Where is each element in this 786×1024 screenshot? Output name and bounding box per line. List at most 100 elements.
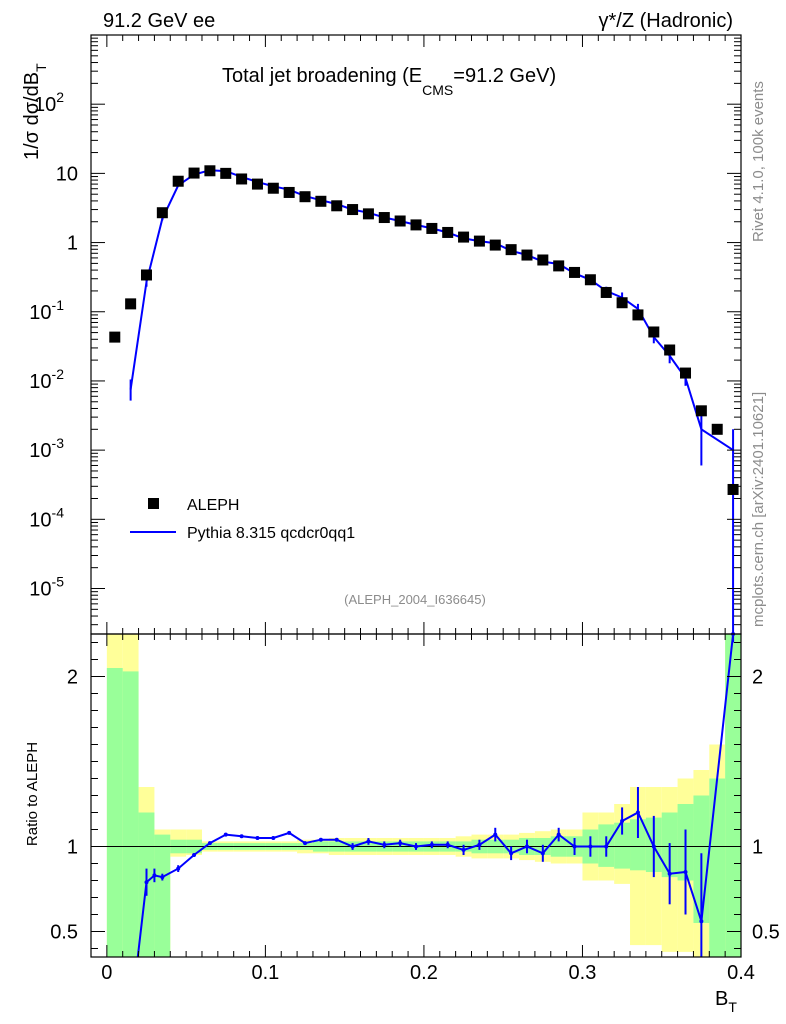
- aleph-point: [188, 167, 200, 179]
- band-inner: [122, 671, 139, 957]
- ratio-point: [683, 870, 688, 874]
- ratio-point: [699, 919, 704, 924]
- ratio-point: [461, 847, 466, 852]
- y-axis-label-sub: T: [33, 63, 49, 72]
- ratio-point: [303, 841, 308, 846]
- aleph-point: [331, 200, 343, 212]
- ratio-y-tick-label: 0.5: [50, 922, 78, 944]
- header-right: γ*/Z (Hadronic): [599, 10, 733, 32]
- axes: 0 0.1 0.2 0.3 0.410-510-410-310-210-11101020…: [29, 34, 780, 984]
- main-frame: [90, 34, 742, 635]
- aleph-point: [632, 309, 644, 321]
- ratio-point: [414, 844, 418, 849]
- band-inner: [630, 819, 646, 871]
- aleph-point: [347, 204, 359, 216]
- legend-data-marker: [148, 498, 159, 509]
- aleph-point: [489, 239, 501, 251]
- band-inner: [106, 668, 123, 957]
- plot-title: Total jet broadening (ECMS=91.2 GeV): [222, 65, 556, 98]
- y-tick-label-base: 10: [29, 440, 51, 462]
- x-tick-label: 0.3: [569, 962, 597, 984]
- y-tick-label-base: 1: [67, 233, 78, 255]
- aleph-point: [442, 226, 454, 238]
- aleph-point: [616, 297, 628, 309]
- x-axis-label: BT: [715, 988, 737, 1015]
- ratio-point: [223, 832, 228, 837]
- ratio-point: [318, 837, 323, 842]
- x-axis-label-sub: T: [728, 999, 737, 1015]
- ratio-point: [239, 834, 244, 839]
- ratio-point: [429, 842, 434, 847]
- aleph-point: [156, 207, 168, 219]
- y-tick-label-exp: -4: [52, 504, 65, 520]
- ratio-point: [604, 844, 609, 849]
- ratio-point: [524, 844, 529, 849]
- y-tick-label-base: 10: [56, 163, 78, 185]
- aleph-point: [140, 269, 152, 281]
- aleph-point: [236, 173, 248, 185]
- ratio-point: [334, 837, 339, 842]
- aleph-point: [378, 212, 390, 224]
- aleph-point: [315, 195, 327, 207]
- ratio-point: [667, 871, 672, 876]
- band-inner: [154, 834, 171, 957]
- ratio-y-tick-label-right: 2: [752, 667, 763, 689]
- ratio-point: [493, 832, 498, 837]
- band-inner: [709, 778, 726, 957]
- y-tick-label: 10-4: [29, 504, 64, 531]
- y-tick-label-exp: -5: [52, 574, 65, 590]
- aleph-point: [204, 165, 216, 177]
- aleph-point: [569, 266, 581, 278]
- y-tick-label: 10-3: [29, 435, 64, 462]
- aleph-point: [695, 405, 707, 417]
- ratio-point: [651, 844, 656, 849]
- ratio-point: [398, 841, 403, 846]
- aleph-point: [283, 186, 295, 198]
- ratio-y-tick-label-right: 1: [752, 837, 763, 859]
- y-axis-label-main: 1/σ dσ/dB: [21, 72, 43, 160]
- aleph-point: [299, 191, 311, 203]
- aleph-point: [220, 167, 232, 179]
- ratio-point: [287, 830, 292, 835]
- aleph-point: [394, 215, 406, 227]
- ratio-point: [382, 842, 387, 847]
- aleph-point: [473, 235, 485, 247]
- y-tick-label: 10: [56, 163, 78, 185]
- ratio-y-tick-label: 2: [67, 667, 78, 689]
- aleph-point: [251, 178, 263, 190]
- ratio-point: [540, 851, 545, 856]
- y-tick-label-exp: -3: [52, 435, 65, 451]
- aleph-point: [537, 254, 549, 266]
- y-tick-label-exp: -1: [52, 297, 65, 313]
- aleph-point: [267, 182, 279, 194]
- aleph-point: [584, 274, 596, 286]
- ratio-point: [152, 873, 157, 878]
- aleph-point: [711, 423, 723, 435]
- aleph-point: [553, 260, 565, 272]
- ratio-point: [350, 844, 355, 849]
- legend-data-label: ALEPH: [187, 497, 239, 514]
- rivet-label: Rivet 4.1.0, 100k events: [750, 81, 767, 242]
- ratio-point: [192, 853, 197, 857]
- plot-title-sub: CMS: [422, 82, 453, 98]
- header-left: 91.2 GeV ee: [103, 10, 215, 32]
- aleph-point: [648, 326, 660, 338]
- ratio-point: [144, 880, 149, 885]
- aleph-point: [362, 208, 374, 220]
- ratio-point: [620, 819, 625, 823]
- mcplots-label: mcplots.cern.ch [arXiv:2401.10621]: [750, 392, 767, 627]
- plot-title-main: Total jet broadening (E: [222, 65, 422, 87]
- y-tick-label-base: 10: [29, 371, 51, 393]
- band-inner: [614, 822, 631, 869]
- y-axis-label: 1/σ dσ/dBT: [21, 63, 49, 160]
- y-tick-label-exp: -2: [52, 366, 65, 382]
- y-tick-label-base: 10: [34, 94, 56, 116]
- ratio-y-label: Ratio to ALEPH: [24, 742, 41, 846]
- ratio-point: [572, 844, 577, 849]
- y-tick-label: 10-5: [29, 574, 64, 601]
- aleph-point: [600, 286, 612, 298]
- aleph-point: [458, 231, 470, 243]
- aleph-point: [426, 222, 438, 234]
- x-tick-label: 0.2: [410, 962, 438, 984]
